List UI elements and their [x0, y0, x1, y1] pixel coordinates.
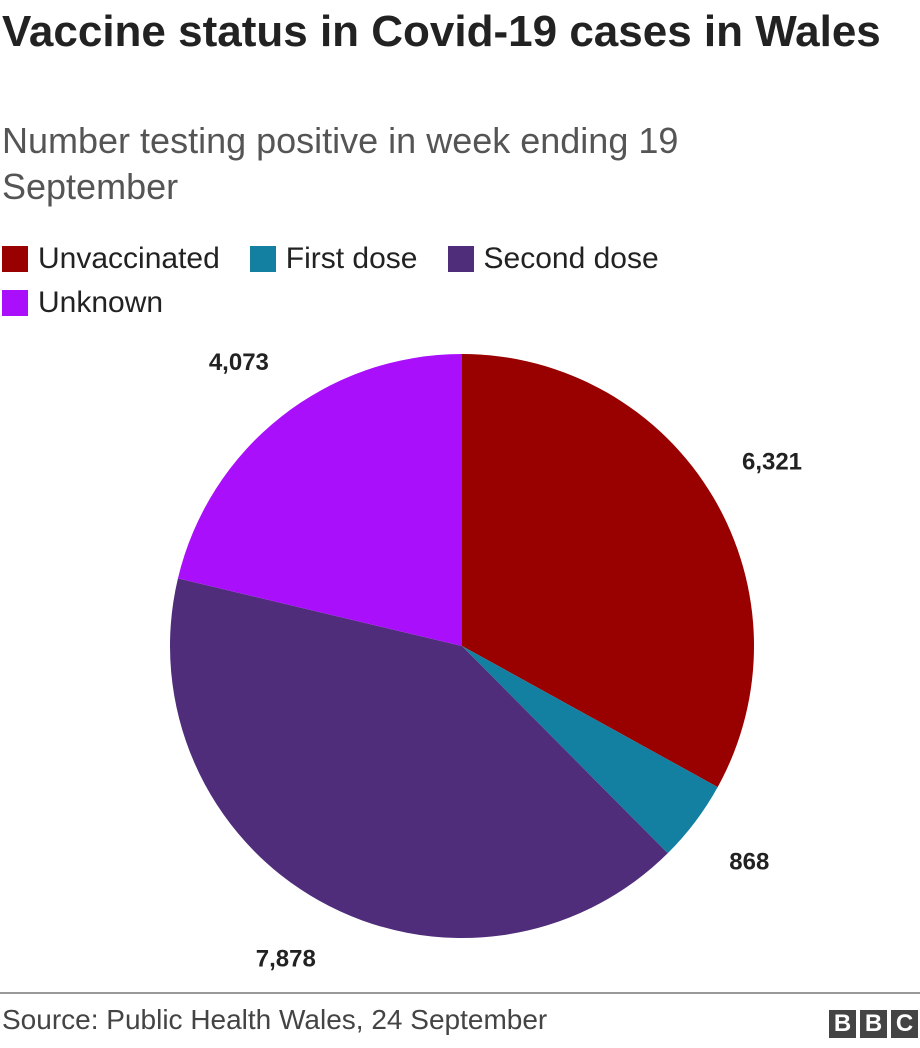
legend-swatch — [2, 246, 28, 272]
pie-slice — [462, 354, 754, 788]
pie-slice — [177, 354, 462, 646]
legend-label: Unknown — [38, 286, 164, 319]
data-label: 6,321 — [742, 448, 802, 475]
data-label: 7,878 — [256, 945, 316, 972]
legend-item: Unknown — [2, 284, 163, 322]
legend-item: Unvaccinated — [2, 240, 220, 278]
logo-letter: B — [829, 1010, 856, 1038]
logo-letter: C — [891, 1010, 918, 1038]
legend-swatch — [2, 290, 28, 316]
footer-rule — [0, 992, 920, 994]
legend: Unvaccinated First dose Second dose Unknown — [2, 240, 782, 322]
legend-swatch — [249, 246, 276, 272]
legend-item: Second dose — [447, 240, 659, 278]
pie-slice — [169, 578, 668, 938]
data-label: 4,073 — [209, 349, 269, 376]
data-label: 868 — [729, 848, 769, 875]
legend-swatch — [447, 246, 474, 272]
legend-item: First dose — [249, 240, 418, 278]
chart: 6,321 868 7,878 4,073 — [169, 349, 802, 972]
legend-label: First dose — [285, 242, 418, 275]
logo-letter: B — [860, 1010, 887, 1038]
chart-title: Vaccine status in Covid-19 cases in Wale… — [2, 7, 881, 56]
chart-subtitle: Number testing positive in week ending 1… — [2, 120, 679, 207]
legend-label: Unvaccinated — [38, 242, 220, 275]
legend-label: Second dose — [483, 242, 659, 275]
pie-slice — [462, 646, 718, 854]
source: Source: Public Health Wales, 24 Septembe… — [2, 1004, 548, 1035]
